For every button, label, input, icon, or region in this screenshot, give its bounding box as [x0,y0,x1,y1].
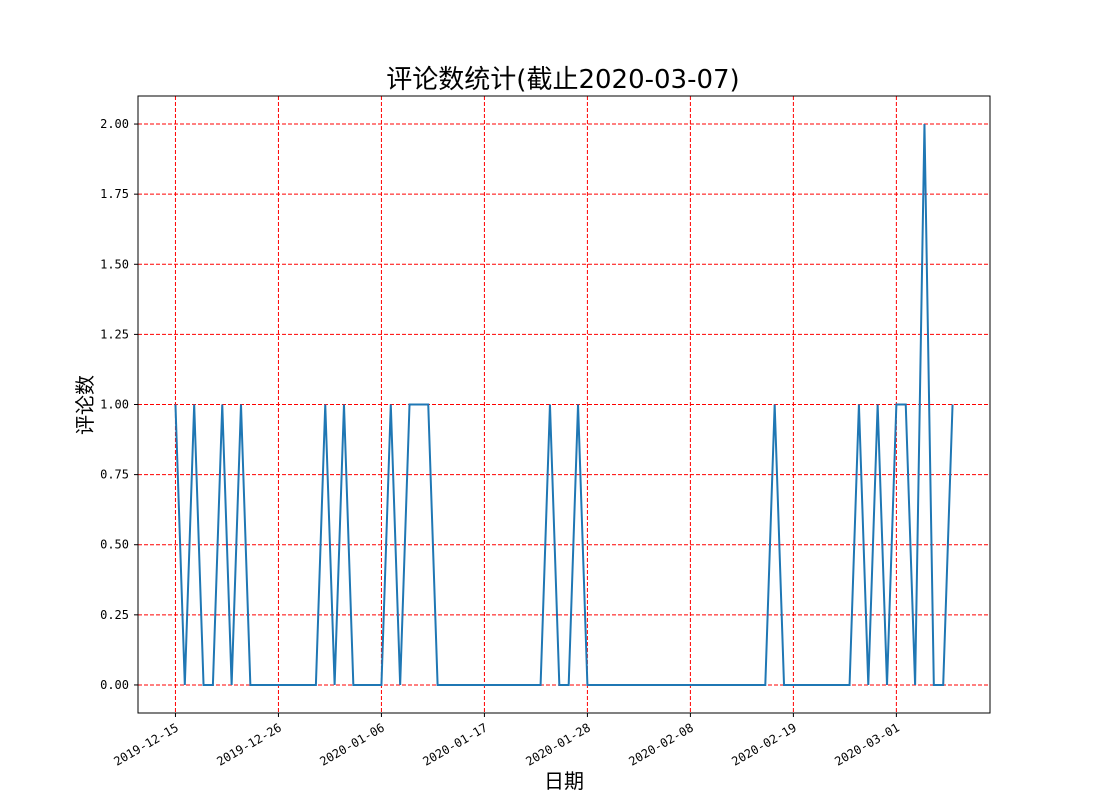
y-tick-label: 1.25 [100,327,129,341]
y-tick-label: 0.50 [100,538,129,552]
y-axis-ticks: 0.00 0.25 0.50 0.75 1.00 1.25 1.50 1.75 2.00 [100,117,138,692]
series-line [174,124,954,686]
y-tick-label: 1.50 [100,257,129,271]
x-tick-label: 2020-02-08 [626,720,696,768]
chart-title: 评论数统计(截止2020-03-07) [386,65,739,95]
y-tick-label: 2.00 [100,117,129,131]
x-tick-label: 2020-02-19 [729,720,799,768]
x-tick-label: 2020-01-17 [420,720,490,768]
y-tick-label: 0.00 [100,678,129,692]
x-tick-label: 2019-12-15 [111,720,181,768]
x-tick-label: 2020-01-06 [317,720,387,768]
x-tick-label: 2020-03-01 [832,720,902,768]
y-axis-label: 评论数 [73,375,97,435]
grid-lines [138,96,990,713]
x-axis-ticks: 2019-12-15 2019-12-26 2020-01-06 2020-01-17… [111,713,902,769]
x-tick-label: 2019-12-26 [214,720,284,768]
y-tick-label: 0.75 [100,468,129,482]
y-tick-label: 1.00 [100,398,129,412]
y-tick-label: 0.25 [100,608,129,622]
x-axis-label: 日期 [544,769,584,793]
x-tick-label: 2020-01-28 [523,720,593,768]
plot-frame [137,95,991,714]
y-tick-label: 1.75 [100,187,129,201]
